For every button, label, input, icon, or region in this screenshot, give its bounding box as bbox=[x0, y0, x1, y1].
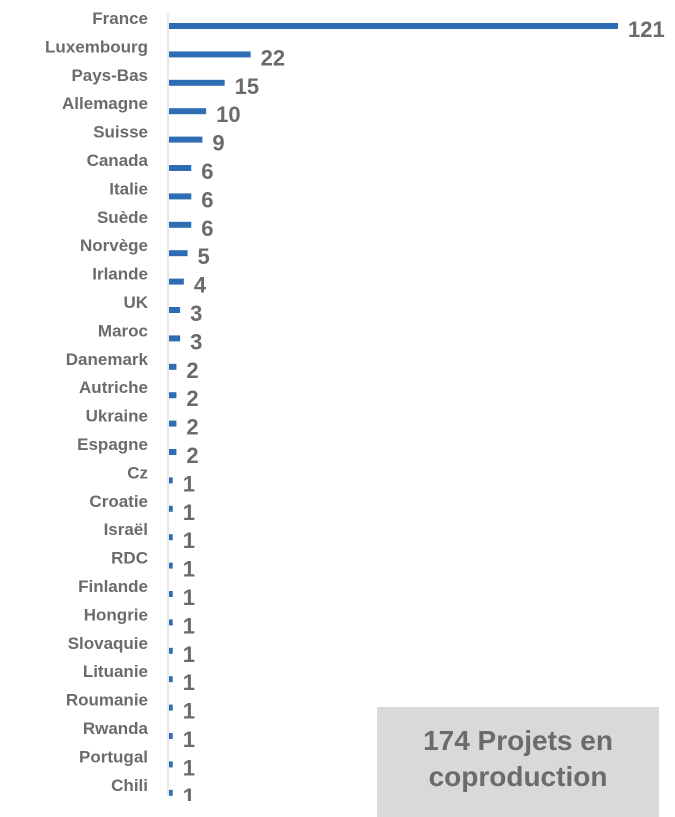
data-label: 6 bbox=[201, 216, 213, 241]
total-projects-callout: 174 Projets en coproduction bbox=[377, 707, 659, 817]
category-label: Allemagne bbox=[62, 94, 148, 113]
category-label: RDC bbox=[111, 549, 148, 568]
bar bbox=[169, 392, 177, 399]
category-label: Italie bbox=[109, 179, 148, 198]
bar bbox=[169, 761, 173, 768]
category-label: Suisse bbox=[93, 123, 148, 142]
bar bbox=[169, 363, 177, 370]
data-label: 1 bbox=[183, 471, 195, 496]
data-label: 1 bbox=[183, 727, 195, 752]
bar bbox=[169, 647, 173, 654]
bar bbox=[169, 534, 173, 541]
data-label: 2 bbox=[186, 443, 198, 468]
bar bbox=[169, 420, 177, 427]
data-label: 6 bbox=[201, 159, 213, 184]
data-label: 4 bbox=[194, 273, 207, 298]
data-label: 5 bbox=[198, 244, 210, 269]
category-label: Rwanda bbox=[83, 719, 149, 738]
bar bbox=[169, 733, 173, 739]
data-label: 1 bbox=[183, 642, 195, 667]
category-label: UK bbox=[123, 293, 148, 312]
bar bbox=[169, 789, 173, 796]
category-label: Autriche bbox=[79, 378, 148, 397]
data-label: 6 bbox=[201, 187, 213, 212]
data-label: 1 bbox=[183, 699, 195, 724]
category-label: Luxembourg bbox=[45, 37, 148, 56]
category-label: Finlande bbox=[78, 577, 148, 596]
data-label: 2 bbox=[186, 415, 198, 440]
data-label: 1 bbox=[183, 528, 195, 553]
category-label: Pays-Bas bbox=[71, 66, 148, 85]
data-label: 9 bbox=[212, 131, 224, 156]
data-label: 1 bbox=[183, 670, 195, 695]
bar bbox=[169, 250, 188, 257]
category-label: Lituanie bbox=[83, 662, 148, 681]
bar bbox=[169, 108, 207, 115]
category-label: Norvège bbox=[80, 236, 148, 255]
bar bbox=[169, 477, 173, 484]
data-label: 1 bbox=[183, 557, 195, 582]
bar bbox=[169, 505, 173, 512]
bar bbox=[169, 278, 184, 285]
category-label: Chili bbox=[111, 776, 148, 795]
bar bbox=[169, 676, 173, 683]
bar bbox=[169, 221, 192, 228]
category-label: Slovaquie bbox=[68, 634, 148, 653]
bar bbox=[169, 619, 173, 626]
category-label: Cz bbox=[127, 463, 148, 482]
category-label: France bbox=[92, 9, 148, 28]
bar bbox=[169, 165, 192, 171]
data-label: 3 bbox=[190, 301, 202, 326]
data-label: 10 bbox=[216, 102, 240, 127]
category-label: Espagne bbox=[77, 435, 148, 454]
bar bbox=[169, 79, 225, 86]
category-label: Canada bbox=[87, 151, 149, 170]
category-label: Suède bbox=[97, 208, 148, 227]
data-label: 2 bbox=[186, 358, 198, 383]
data-label: 1 bbox=[183, 755, 195, 780]
bar bbox=[169, 51, 251, 58]
bar bbox=[169, 136, 203, 143]
category-label: Ukraine bbox=[86, 407, 148, 426]
data-label: 1 bbox=[183, 585, 195, 610]
category-label: Maroc bbox=[98, 321, 148, 340]
bar bbox=[169, 562, 173, 569]
category-label: Irlande bbox=[92, 265, 148, 284]
bar bbox=[169, 193, 192, 200]
bar bbox=[169, 704, 173, 711]
data-label: 2 bbox=[186, 386, 198, 411]
data-label: 15 bbox=[235, 74, 259, 99]
data-label: 22 bbox=[261, 45, 285, 70]
bar bbox=[169, 23, 618, 29]
category-label: Portugal bbox=[79, 747, 148, 766]
bar bbox=[169, 335, 181, 342]
category-label: Roumanie bbox=[66, 691, 148, 710]
data-label: 121 bbox=[628, 17, 665, 42]
data-label: 1 bbox=[183, 613, 195, 638]
category-label: Israël bbox=[104, 520, 148, 539]
data-label: 1 bbox=[183, 784, 195, 801]
bar bbox=[169, 307, 181, 313]
data-label: 3 bbox=[190, 329, 202, 354]
data-label: 1 bbox=[183, 500, 195, 525]
category-label: Croatie bbox=[89, 492, 148, 511]
category-label: Danemark bbox=[66, 350, 149, 369]
bar bbox=[169, 449, 177, 455]
category-label: Hongrie bbox=[84, 605, 148, 624]
bar bbox=[169, 591, 173, 597]
